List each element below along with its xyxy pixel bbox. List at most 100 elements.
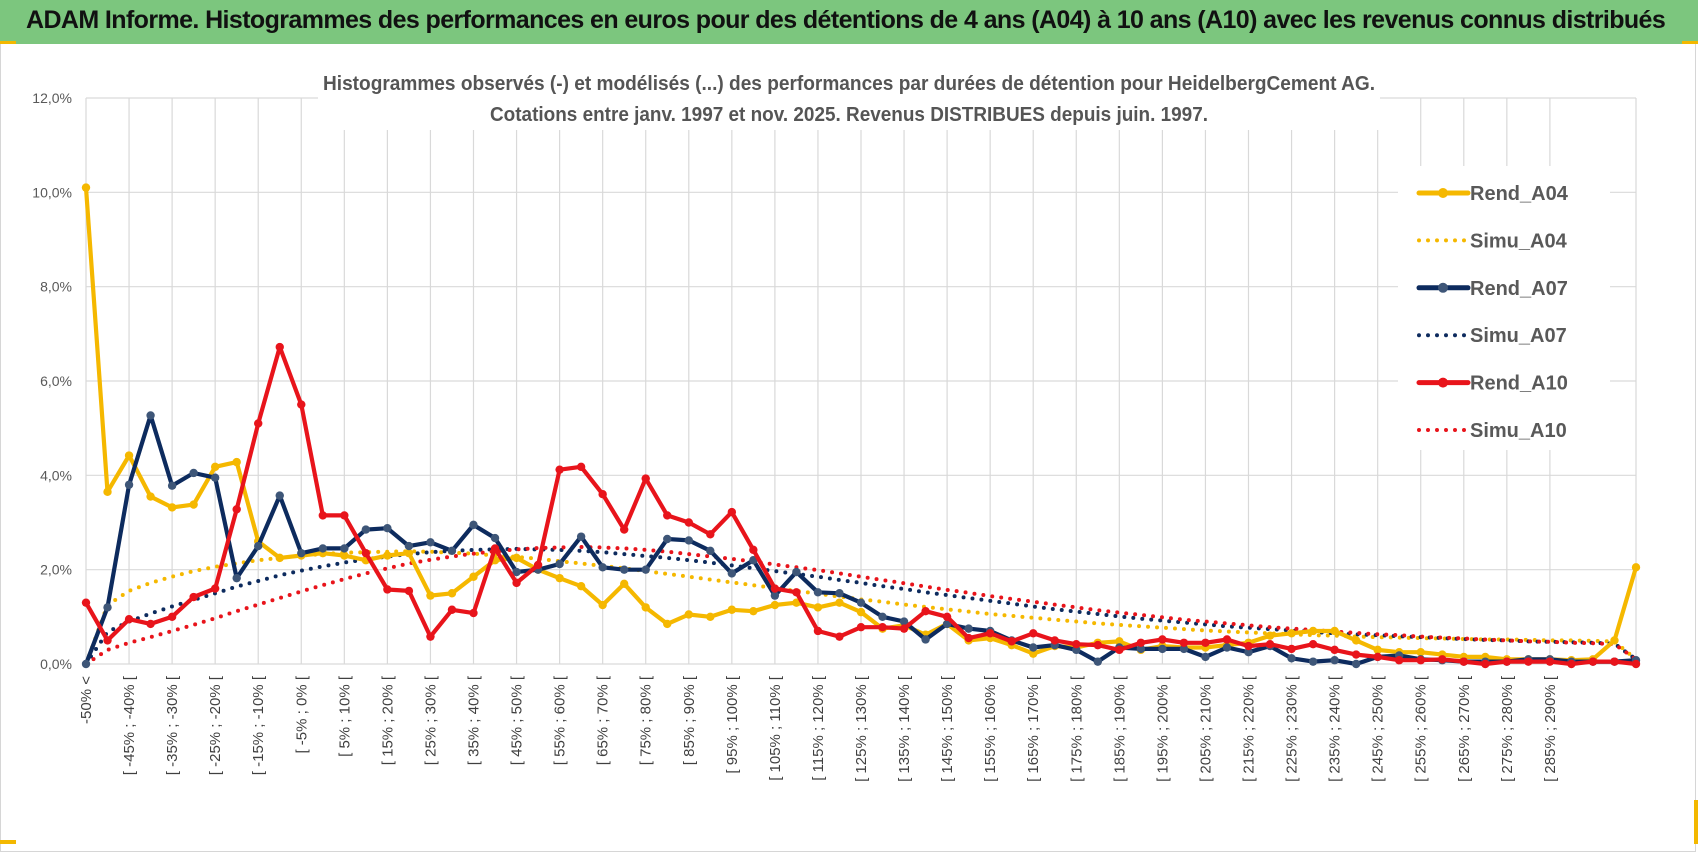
- data-point-rend-a10: [1567, 659, 1576, 669]
- data-point-rend-a07: [404, 541, 414, 551]
- data-point-rend-a10: [878, 623, 887, 632]
- data-point-rend-a07: [447, 546, 457, 555]
- data-point-rend-a07: [1136, 644, 1146, 654]
- data-point-rend-a07: [1351, 659, 1361, 669]
- legend-item-rend-a07: Rend_A07: [1416, 278, 1568, 300]
- data-point-rend-a04: [598, 600, 607, 610]
- data-point-rend-a07: [770, 591, 780, 600]
- x-tick-label: [ 225% ; 230% [: [1284, 675, 1301, 782]
- data-point-rend-a10: [189, 592, 198, 602]
- series-line-simu-a10: [84, 545, 1638, 666]
- data-point-rend-a10: [1394, 656, 1404, 665]
- data-point-rend-a10: [490, 544, 500, 553]
- data-point-rend-a04: [813, 603, 823, 612]
- data-point-rend-a10: [663, 511, 672, 520]
- data-point-rend-a10: [964, 633, 973, 643]
- data-point-rend-a07: [684, 536, 693, 545]
- data-point-rend-a04: [727, 605, 737, 614]
- legend-marker-rend-a07: [1438, 282, 1448, 293]
- x-axis-ticks: -50% < [ -45% ; -40% [[ -35% ; -30% [[ -2…: [78, 675, 1559, 782]
- data-point-rend-a10: [555, 465, 564, 474]
- data-point-rend-a10: [533, 560, 543, 570]
- legend-item-simu-a07: Simu_A07: [1417, 325, 1567, 347]
- x-tick-label: [ 115% ; 120% [: [810, 675, 827, 781]
- data-point-rend-a10: [361, 548, 371, 558]
- data-point-rend-a07: [1244, 648, 1253, 657]
- data-point-rend-a04: [124, 451, 134, 460]
- data-point-rend-a10: [167, 612, 177, 622]
- data-point-rend-a04: [103, 487, 112, 497]
- legend-background: [1398, 166, 1610, 450]
- data-point-rend-a07: [619, 565, 629, 574]
- data-point-rend-a04: [706, 612, 715, 622]
- series-lines: [81, 183, 1641, 669]
- data-point-rend-a10: [275, 342, 284, 352]
- data-point-rend-a04: [663, 619, 672, 629]
- data-point-rend-a10: [727, 507, 737, 517]
- data-point-rend-a07: [426, 538, 435, 547]
- data-point-rend-a10: [1050, 636, 1059, 645]
- data-point-rend-a10: [684, 518, 693, 527]
- data-point-rend-a07: [1201, 652, 1210, 662]
- data-point-rend-a07: [490, 533, 500, 543]
- data-point-rend-a10: [749, 545, 758, 555]
- data-point-rend-a10: [124, 614, 134, 624]
- legend-label-rend-a04: Rend_A04: [1470, 183, 1569, 205]
- x-tick-label: -50% <: [78, 676, 95, 724]
- data-point-rend-a10: [426, 632, 435, 641]
- data-point-rend-a07: [1179, 644, 1189, 654]
- data-point-rend-a10: [1545, 657, 1555, 666]
- legend-item-rend-a04: Rend_A04: [1416, 183, 1569, 205]
- series-line-simu-a07: [84, 546, 1638, 666]
- data-point-rend-a07: [813, 588, 823, 597]
- x-tick-label: [ 15% ; 20% [: [379, 675, 396, 765]
- data-point-rend-a07: [899, 617, 909, 626]
- data-point-rend-a07: [663, 534, 672, 544]
- data-point-rend-a04: [619, 579, 629, 589]
- data-point-rend-a04: [1029, 649, 1038, 658]
- data-point-rend-a07: [103, 603, 112, 612]
- data-point-rend-a10: [706, 530, 715, 539]
- data-point-rend-a10: [1416, 656, 1425, 665]
- data-point-rend-a07: [1029, 643, 1038, 652]
- data-point-rend-a07: [275, 491, 284, 500]
- legend-item-simu-a04: Simu_A04: [1417, 230, 1568, 252]
- data-point-rend-a10: [81, 598, 91, 607]
- y-tick-label: 0,0%: [40, 656, 72, 672]
- x-tick-label: [ 65% ; 70% [: [595, 675, 612, 765]
- data-point-rend-a10: [942, 612, 952, 622]
- data-point-rend-a07: [297, 548, 306, 558]
- data-point-rend-a07: [964, 624, 973, 633]
- data-point-rend-a04: [749, 606, 758, 616]
- x-tick-label: [ 45% ; 50% [: [509, 675, 526, 765]
- data-point-rend-a04: [210, 462, 220, 472]
- data-point-rend-a10: [1502, 657, 1512, 666]
- data-point-rend-a04: [792, 598, 801, 607]
- data-point-rend-a07: [598, 563, 607, 572]
- data-point-rend-a04: [684, 610, 693, 619]
- x-tick-label: [ 95% ; 100% [: [724, 675, 741, 773]
- x-tick-label: [ 135% ; 140% [: [896, 675, 913, 782]
- data-point-rend-a07: [749, 556, 758, 565]
- data-point-rend-a10: [1093, 640, 1103, 650]
- data-point-rend-a07: [81, 659, 91, 669]
- data-point-rend-a07: [921, 635, 930, 644]
- data-point-rend-a07: [167, 481, 177, 490]
- data-point-rend-a10: [1201, 638, 1210, 647]
- data-point-rend-a07: [124, 480, 134, 489]
- data-point-rend-a07: [210, 473, 220, 482]
- data-point-rend-a04: [275, 553, 284, 563]
- legend-label-rend-a07: Rend_A07: [1470, 278, 1568, 300]
- x-tick-label: [ 35% ; 40% [: [466, 675, 483, 765]
- data-point-rend-a04: [340, 551, 349, 560]
- data-point-rend-a07: [1158, 644, 1167, 654]
- data-point-rend-a07: [340, 544, 349, 553]
- x-tick-label: [ 195% ; 200% [: [1154, 675, 1171, 782]
- corner-accent-bottom-right: [1694, 800, 1698, 844]
- data-point-rend-a07: [727, 569, 737, 578]
- data-point-rend-a04: [1265, 631, 1275, 640]
- data-point-rend-a10: [1330, 645, 1339, 655]
- legend-label-simu-a04: Simu_A04: [1470, 230, 1568, 252]
- data-point-rend-a04: [426, 591, 435, 600]
- data-point-rend-a07: [469, 520, 478, 530]
